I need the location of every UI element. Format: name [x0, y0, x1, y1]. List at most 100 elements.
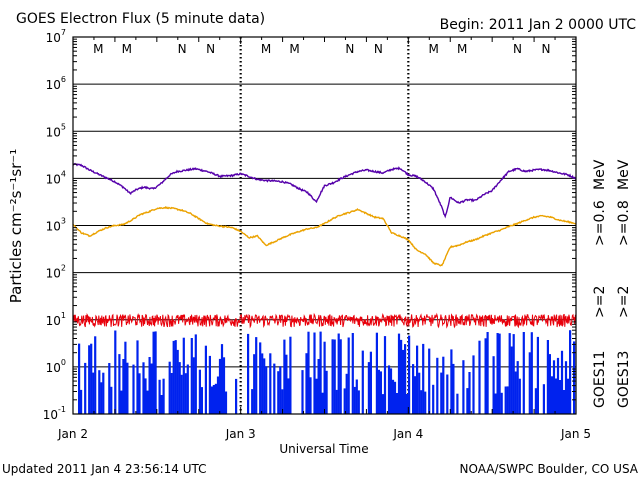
- goes11-bar: [100, 382, 103, 414]
- goes11-bar: [468, 372, 471, 414]
- goes11-bar: [558, 380, 562, 414]
- goes11-bar: [162, 378, 165, 414]
- goes11-bar: [512, 334, 515, 414]
- goes11-bar: [136, 340, 139, 414]
- goes11-bar: [255, 337, 258, 414]
- goes11-bar: [321, 392, 324, 414]
- goes11-bar: [397, 333, 401, 414]
- legend-goes13-2mev: >=2: [616, 286, 632, 318]
- goes11-bar: [391, 379, 395, 414]
- goes11-bar: [108, 363, 111, 414]
- goes11-bar: [102, 372, 105, 414]
- y-tick-label: 105: [46, 122, 66, 139]
- local-time-marker: N: [206, 42, 215, 56]
- goes11-bar: [422, 343, 425, 414]
- goes11-bar: [307, 331, 310, 414]
- goes11-bar: [124, 341, 127, 414]
- goes11-bar: [343, 388, 346, 414]
- goes11-bar: [554, 378, 558, 414]
- goes11-bar: [142, 362, 145, 414]
- goes11-bar: [412, 364, 415, 414]
- goes11-bar: [377, 369, 380, 414]
- goes11-bar: [259, 342, 262, 414]
- goes11-bar: [315, 378, 318, 414]
- goes11-bar: [317, 359, 320, 414]
- goes11-bar: [247, 333, 250, 414]
- y-tick-label: 102: [46, 264, 66, 281]
- goes11-bar: [182, 337, 185, 414]
- legend-goes11: GOES11: [592, 351, 608, 408]
- goes11-bar: [379, 371, 382, 414]
- goes11-bar: [546, 340, 549, 414]
- goes11-bar: [504, 386, 507, 414]
- goes11-bar: [144, 378, 147, 414]
- goes11-bar: [387, 365, 391, 414]
- goes11-bar: [218, 358, 222, 414]
- goes11-bar: [323, 341, 326, 414]
- goes11-bar: [138, 373, 141, 414]
- goes11-bar: [200, 387, 203, 414]
- goes11-bar: [516, 361, 519, 414]
- goes11-bar: [552, 360, 556, 414]
- goes11-bar: [88, 345, 91, 414]
- goes11-bar: [222, 357, 226, 414]
- goes11-bar: [564, 361, 568, 414]
- y-tick-label: 103: [46, 217, 66, 234]
- goes11-bar: [309, 377, 312, 414]
- goes11-bar: [224, 391, 228, 414]
- local-time-marker: M: [93, 42, 103, 56]
- goes11-bar: [212, 385, 215, 414]
- goes11-bar: [569, 330, 572, 414]
- goes11-bar: [508, 333, 511, 414]
- goes11-bar: [120, 390, 123, 414]
- goes11-bar: [408, 335, 411, 414]
- goes11-bar: [265, 366, 268, 414]
- goes11-bar: [152, 331, 155, 414]
- x-tick-label: Jan 2: [57, 427, 88, 441]
- goes11-bar: [214, 383, 217, 414]
- goes11-bar: [562, 390, 566, 414]
- goes11-bar: [194, 334, 197, 414]
- local-time-marker: M: [289, 42, 299, 56]
- goes11-bar: [160, 395, 163, 414]
- goes11-bar: [506, 386, 509, 414]
- goes11-bar: [216, 376, 220, 414]
- goes11-bar: [416, 345, 419, 414]
- goes11-bar: [305, 353, 308, 414]
- goes11-bar: [176, 349, 179, 414]
- x-tick-label: Jan 3: [225, 427, 256, 441]
- local-time-marker: M: [457, 42, 467, 56]
- local-time-marker: N: [345, 42, 354, 56]
- goes11-bar: [393, 381, 397, 414]
- local-time-marker: M: [122, 42, 132, 56]
- frame-ticks: [72, 37, 577, 414]
- goes11-bar: [381, 394, 384, 414]
- goes11-bar: [428, 348, 431, 414]
- goes11-bar: [514, 371, 517, 414]
- goes11-bar: [442, 356, 445, 414]
- goes11-bar: [528, 352, 531, 414]
- goes11-bar: [220, 344, 224, 414]
- goes11-bar: [355, 379, 358, 414]
- goes11-bar: [150, 363, 153, 414]
- day-separators: [239, 37, 410, 414]
- goes11-bar: [357, 390, 360, 414]
- goes11-bar: [146, 390, 149, 414]
- legend: GOES11 GOES13 >=2 >=2 >=0.6 >=0.8 MeV Me…: [592, 159, 632, 408]
- goes11-bar: [492, 356, 495, 414]
- goes11-bar: [339, 339, 342, 414]
- local-time-marker: N: [374, 42, 383, 56]
- goes11-bar: [154, 331, 157, 414]
- goes11-bar: [333, 339, 336, 414]
- goes11-bar: [277, 371, 280, 414]
- goes13-2mev-series: [72, 312, 577, 329]
- goes11-bar: [347, 337, 350, 414]
- goes11-bar: [414, 376, 417, 414]
- goes11-bar: [126, 362, 129, 414]
- goes11-bar: [186, 364, 189, 414]
- y-tick-label: 104: [46, 169, 66, 186]
- goes11-bar: [285, 354, 288, 414]
- goes11-bar: [530, 332, 533, 414]
- goes11-bar: [496, 333, 499, 414]
